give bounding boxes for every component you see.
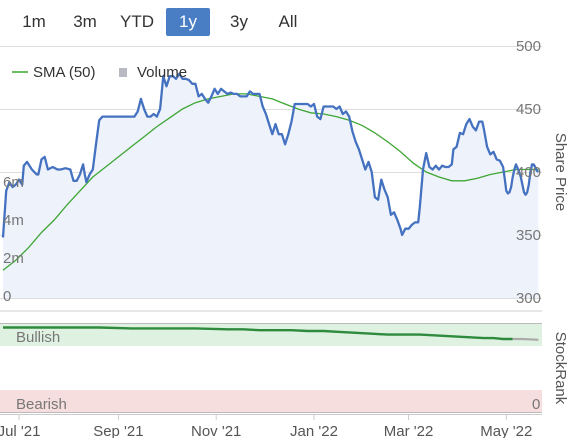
- stockrank-line: [3, 326, 513, 341]
- stockrank-recent-line: [512, 337, 539, 341]
- price-tick-500: 500: [516, 38, 541, 55]
- x-tick-label: Jan '22: [290, 423, 338, 438]
- range-button-1y[interactable]: 1y: [166, 8, 210, 36]
- bearish-band: [0, 390, 542, 412]
- x-tick-label: Jul '21: [0, 423, 40, 438]
- price-area: [3, 73, 539, 298]
- sma-50-line: [2, 93, 539, 271]
- stockrank-zero-tick: 0: [532, 396, 540, 413]
- bullish-label: Bullish: [16, 329, 60, 346]
- range-button-ytd[interactable]: YTD: [120, 12, 154, 31]
- price-tick-400: 400: [516, 164, 541, 181]
- range-selector: 1m 3m YTD 1y 3y All: [0, 6, 579, 38]
- volume-legend-label[interactable]: Volume: [137, 64, 187, 81]
- range-button-all[interactable]: All: [278, 12, 298, 31]
- x-tick-label: Sep '21: [93, 423, 143, 438]
- price-tick-450: 450: [516, 101, 541, 118]
- range-button-3y[interactable]: 3y: [230, 12, 248, 31]
- price-axis: 300 350 400 450 500: [516, 38, 541, 307]
- x-tick-label: May '22: [480, 423, 532, 438]
- x-axis: Jul '21 Sep '21 Nov '21 Jan '22 Mar '22 May '…: [0, 414, 532, 438]
- volume-tick-0: 0: [3, 288, 11, 305]
- legend: SMA (50) Volume: [12, 64, 187, 81]
- volume-tick-6m: 6m: [3, 174, 24, 191]
- volume-axis: 0 2m 4m 6m: [3, 174, 24, 305]
- x-tick-label: Nov '21: [191, 423, 241, 438]
- range-button-1m[interactable]: 1m: [22, 12, 46, 31]
- volume-tick-4m: 4m: [3, 212, 24, 229]
- bearish-label: Bearish: [16, 396, 67, 413]
- share-price-axis-title: Share Price: [552, 133, 569, 211]
- stockrank-axis-title: StockRank: [552, 332, 569, 405]
- price-tick-300: 300: [516, 290, 541, 307]
- volume-legend-swatch: [119, 68, 127, 77]
- volume-tick-2m: 2m: [3, 250, 24, 267]
- x-tick-label: Mar '22: [384, 423, 434, 438]
- price-tick-350: 350: [516, 227, 541, 244]
- sma-legend-label[interactable]: SMA (50): [33, 64, 96, 81]
- price-line: [1, 72, 540, 238]
- range-button-3m[interactable]: 3m: [73, 12, 97, 31]
